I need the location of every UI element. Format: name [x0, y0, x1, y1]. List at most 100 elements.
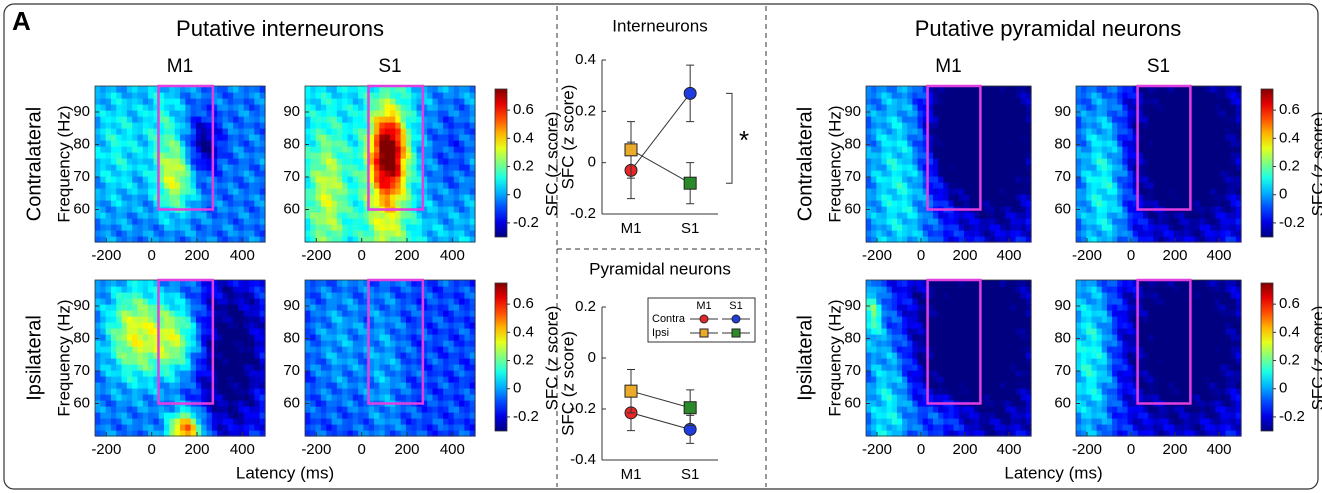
heatmap-cell [191, 388, 197, 395]
heatmap-cell [337, 170, 343, 177]
heatmap-cell [907, 116, 913, 123]
heatmap-cell [422, 212, 428, 219]
heatmap-cell [223, 364, 229, 371]
heatmap-cell [316, 212, 322, 219]
heatmap-cell [385, 230, 391, 237]
heatmap-cell [127, 92, 133, 99]
heatmap-cell [1000, 140, 1006, 147]
heatmap-cell [143, 134, 149, 141]
heatmap-cell [326, 406, 332, 413]
heatmap-cell [116, 370, 122, 377]
heatmap-cell [191, 334, 197, 341]
heatmap-cell [138, 346, 144, 353]
heatmap-cell [385, 170, 391, 177]
heatmap-cell [191, 364, 197, 371]
heatmap-cell [443, 110, 449, 117]
heatmap-cell [1169, 146, 1175, 153]
heatmap-cell [892, 140, 898, 147]
heatmap-cell [949, 110, 955, 117]
heatmap-cell [443, 200, 449, 207]
y-tick-label: 90 [844, 103, 861, 120]
heatmap-cell [201, 188, 207, 195]
heatmap-cell [358, 280, 364, 287]
heatmap-cell [348, 286, 354, 293]
heatmap-cell [233, 322, 239, 329]
heatmap-cell [321, 146, 327, 153]
heatmap-cell [353, 212, 359, 219]
heatmap-cell [106, 206, 112, 213]
heatmap-cell [459, 304, 465, 311]
heatmap-cell [95, 146, 101, 153]
heatmap-cell [332, 158, 338, 165]
heatmap-cell [332, 230, 338, 237]
heatmap-cell [122, 334, 128, 341]
heatmap-cell [1148, 164, 1154, 171]
heatmap-cell [427, 358, 433, 365]
heatmap-cell [969, 122, 975, 129]
heatmap-cell [164, 394, 170, 401]
heatmap-cell [943, 128, 949, 135]
heatmap-cell [348, 182, 354, 189]
heatmap-cell [348, 388, 354, 395]
heatmap-cell [191, 128, 197, 135]
heatmap-cell [148, 280, 154, 287]
heatmap-cell [244, 322, 250, 329]
heatmap-cell [1102, 230, 1108, 237]
heatmap-cell [438, 200, 444, 207]
heatmap-cell [1086, 200, 1092, 207]
heatmap-cell [887, 206, 893, 213]
heatmap-cell [238, 224, 244, 231]
heatmap-cell [459, 286, 465, 293]
heatmap-cell [897, 140, 903, 147]
heatmap-cell [106, 212, 112, 219]
heatmap-cell [353, 164, 359, 171]
heatmap-cell [164, 406, 170, 413]
heatmap-cell [305, 128, 311, 135]
heatmap-cell [358, 86, 364, 93]
heatmap-cell [223, 230, 229, 237]
heatmap-cell [217, 164, 223, 171]
heatmap-cell [1107, 194, 1113, 201]
heatmap-cell [169, 188, 175, 195]
heatmap-cell [433, 334, 439, 341]
heatmap-cell [321, 110, 327, 117]
heatmap-cell [1128, 92, 1134, 99]
heatmap-cell [217, 188, 223, 195]
colorbar-tick-label: 0.6 [513, 295, 534, 312]
heatmap-cell [395, 152, 401, 159]
heatmap-cell [464, 230, 470, 237]
heatmap-cell [933, 212, 939, 219]
heatmap-cell [902, 116, 908, 123]
heatmap-cell [379, 146, 385, 153]
heatmap-cell [459, 364, 465, 371]
heatmap-cell [969, 194, 975, 201]
heatmap-cell [138, 400, 144, 407]
heatmap-cell [448, 394, 454, 401]
heatmap-cell [191, 424, 197, 431]
heatmap-cell [918, 140, 924, 147]
heatmap-cell [116, 158, 122, 165]
heatmap-cell [943, 104, 949, 111]
heatmap-cell [207, 164, 213, 171]
heatmap-cell [316, 418, 322, 425]
heatmap-cell [1138, 212, 1144, 219]
heatmap-cell [321, 328, 327, 335]
heatmap-cell [316, 128, 322, 135]
heatmap-cell [164, 176, 170, 183]
heatmap-cell [395, 146, 401, 153]
heatmap-cell [1164, 158, 1170, 165]
heatmap-cell [995, 218, 1001, 225]
heatmap-cell [395, 224, 401, 231]
heatmap-cell [238, 418, 244, 425]
heatmap-cell [305, 98, 311, 105]
heatmap-cell [337, 188, 343, 195]
heatmap-cell [907, 140, 913, 147]
heatmap-cell [1081, 128, 1087, 135]
heatmap-cell [100, 406, 106, 413]
heatmap-cell [1169, 152, 1175, 159]
heatmap-cell [406, 286, 412, 293]
heatmap-cell [100, 352, 106, 359]
heatmap-cell [164, 358, 170, 365]
heatmap-cell [866, 230, 872, 237]
heatmap-cell [959, 110, 965, 117]
